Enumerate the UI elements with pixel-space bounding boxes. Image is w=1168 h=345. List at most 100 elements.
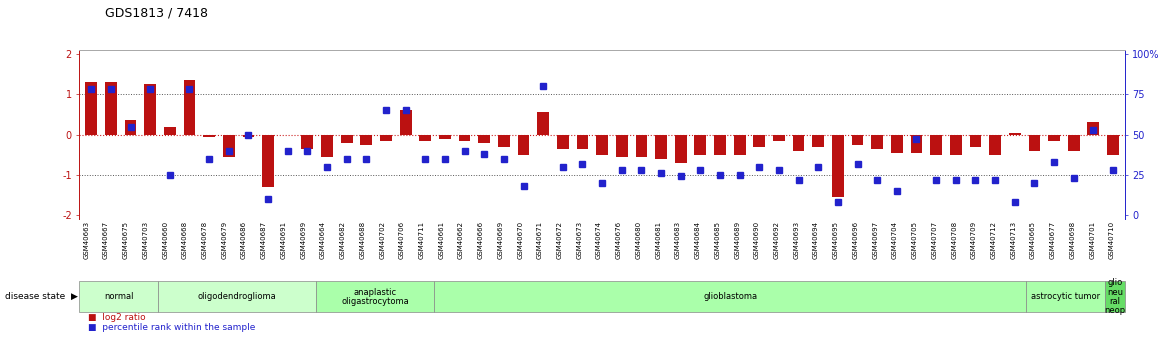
Bar: [439, 135, 451, 139]
Bar: [616, 135, 627, 157]
Text: GSM40671: GSM40671: [537, 221, 543, 259]
Text: GDS1813 / 7418: GDS1813 / 7418: [105, 7, 208, 20]
Bar: [911, 135, 923, 152]
Text: GSM40670: GSM40670: [517, 221, 523, 259]
Text: GSM40666: GSM40666: [478, 221, 484, 259]
Text: GSM40712: GSM40712: [990, 221, 996, 259]
Bar: [399, 110, 411, 135]
Bar: [596, 135, 609, 155]
Text: oligodendroglioma: oligodendroglioma: [197, 292, 277, 301]
Text: anaplastic
oligastrocytoma: anaplastic oligastrocytoma: [341, 287, 409, 306]
Bar: [537, 112, 549, 135]
Bar: [1087, 122, 1099, 135]
Text: GSM40709: GSM40709: [971, 221, 976, 259]
Bar: [714, 135, 725, 155]
Text: GSM40707: GSM40707: [931, 221, 938, 259]
Bar: [950, 135, 961, 155]
Bar: [203, 135, 215, 137]
Text: GSM40692: GSM40692: [773, 221, 779, 259]
Bar: [851, 135, 863, 145]
Bar: [321, 135, 333, 157]
Text: GSM40693: GSM40693: [793, 221, 799, 259]
Bar: [1048, 135, 1059, 141]
Text: GSM40675: GSM40675: [123, 221, 128, 259]
Bar: [145, 84, 157, 135]
Text: GSM40708: GSM40708: [951, 221, 957, 259]
Bar: [1107, 135, 1119, 155]
Text: GSM40710: GSM40710: [1108, 221, 1115, 259]
Bar: [183, 80, 195, 135]
Bar: [773, 135, 785, 141]
Bar: [969, 135, 981, 147]
Text: GSM40696: GSM40696: [853, 221, 858, 259]
Text: astrocytic tumor: astrocytic tumor: [1031, 292, 1100, 301]
Text: GSM40691: GSM40691: [280, 221, 286, 259]
Text: GSM40711: GSM40711: [418, 221, 425, 259]
Bar: [262, 135, 274, 187]
Text: GSM40662: GSM40662: [458, 221, 464, 259]
Text: GSM40681: GSM40681: [655, 221, 661, 259]
Bar: [989, 135, 1001, 155]
Text: GSM40686: GSM40686: [241, 221, 248, 259]
Bar: [223, 135, 235, 157]
Bar: [930, 135, 943, 155]
Bar: [557, 135, 569, 149]
Text: GSM40683: GSM40683: [675, 221, 681, 259]
Text: GSM40672: GSM40672: [557, 221, 563, 259]
Bar: [1029, 135, 1041, 151]
Bar: [1009, 132, 1021, 135]
Text: GSM40698: GSM40698: [1070, 221, 1076, 259]
Text: GSM40702: GSM40702: [380, 221, 385, 259]
Text: GSM40688: GSM40688: [360, 221, 366, 259]
Text: GSM40703: GSM40703: [142, 221, 148, 259]
Text: GSM40663: GSM40663: [83, 221, 89, 259]
Bar: [734, 135, 745, 155]
Text: normal: normal: [104, 292, 133, 301]
Text: GSM40669: GSM40669: [498, 221, 503, 259]
Text: GSM40687: GSM40687: [260, 221, 266, 259]
Text: GSM40704: GSM40704: [892, 221, 898, 259]
Text: GSM40705: GSM40705: [912, 221, 918, 259]
Text: glioblastoma: glioblastoma: [703, 292, 757, 301]
Bar: [85, 82, 97, 135]
Bar: [832, 135, 843, 197]
Text: glio
neu
ral
neop: glio neu ral neop: [1105, 278, 1126, 315]
Text: GSM40667: GSM40667: [103, 221, 109, 259]
Text: GSM40664: GSM40664: [320, 221, 326, 259]
Text: GSM40713: GSM40713: [1010, 221, 1016, 259]
Text: GSM40685: GSM40685: [715, 221, 721, 259]
Bar: [655, 135, 667, 159]
Text: GSM40694: GSM40694: [813, 221, 819, 259]
Text: GSM40697: GSM40697: [872, 221, 878, 259]
Bar: [125, 120, 137, 135]
Bar: [517, 135, 529, 155]
Bar: [301, 135, 313, 149]
Bar: [1068, 135, 1079, 151]
Text: GSM40680: GSM40680: [635, 221, 641, 259]
Bar: [793, 135, 805, 151]
Text: GSM40677: GSM40677: [1050, 221, 1056, 259]
Text: GSM40676: GSM40676: [616, 221, 621, 259]
Bar: [813, 135, 825, 147]
Text: GSM40684: GSM40684: [695, 221, 701, 259]
Bar: [479, 135, 491, 142]
Bar: [105, 82, 117, 135]
Text: GSM40679: GSM40679: [222, 221, 228, 259]
Text: GSM40682: GSM40682: [340, 221, 346, 259]
Text: GSM40661: GSM40661: [438, 221, 444, 259]
Bar: [164, 127, 175, 135]
Bar: [635, 135, 647, 157]
Text: GSM40665: GSM40665: [1030, 221, 1036, 259]
Text: GSM40701: GSM40701: [1090, 221, 1096, 259]
Bar: [753, 135, 765, 147]
Bar: [341, 135, 353, 142]
Text: GSM40678: GSM40678: [202, 221, 208, 259]
Bar: [380, 135, 391, 141]
Bar: [419, 135, 431, 141]
Bar: [459, 135, 471, 141]
Bar: [498, 135, 509, 147]
Text: GSM40706: GSM40706: [398, 221, 405, 259]
Text: GSM40690: GSM40690: [753, 221, 760, 259]
Text: ■  percentile rank within the sample: ■ percentile rank within the sample: [88, 323, 255, 332]
Bar: [675, 135, 687, 163]
